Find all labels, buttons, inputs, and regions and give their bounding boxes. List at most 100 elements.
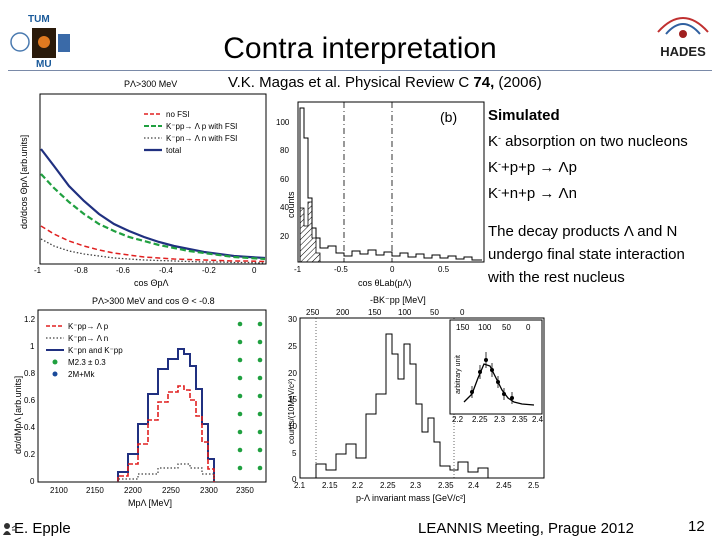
plot-tm-frame [297, 101, 485, 263]
plot-tm-xtick: -0.5 [334, 265, 348, 274]
plot-br-inset-xtick: 2.2 [452, 415, 464, 424]
plot-bl-xtick: 2300 [200, 486, 218, 495]
plot-tm-xlabel: cos θLab(pΛ) [358, 278, 412, 288]
mu-logo-text: MU [36, 59, 52, 68]
plot-br-top-tick: 200 [336, 308, 350, 317]
plot-br-inset-xtick: 2.3 [494, 415, 506, 424]
legend-total: total [166, 146, 181, 155]
plot-tl-xtick: -0.4 [159, 266, 173, 275]
plot-br-inset-top-tick: 150 [456, 323, 470, 332]
plot-bl-ytick: 0 [30, 477, 35, 486]
plot-bl-lambda-p-histogram [117, 385, 215, 482]
plot-br-xtick: 2.5 [528, 481, 540, 490]
reaction-lambda-n: K-+n+p → Λn [488, 185, 577, 202]
plot-br-ytick: 25 [288, 342, 297, 351]
speaker-icon [3, 523, 16, 535]
legend-lambda-n: K⁻pn→ Λ n with FSI [166, 134, 237, 143]
plot-br-inset-top-tick: 100 [478, 323, 492, 332]
plot-tl-xlabel: cos ΘpΛ [134, 278, 169, 288]
plot-br-ytick: 10 [288, 422, 297, 431]
plot-tm-xtick: -1 [294, 265, 302, 274]
plot-br-xtick: 2.3 [410, 481, 422, 490]
reference-volume: 74, [473, 74, 495, 91]
plot-br-inset-top-tick: 50 [502, 323, 511, 332]
description-paragraph-line: undergo final state interaction [488, 246, 685, 263]
description-paragraph-line: with the rest nucleus [488, 269, 625, 286]
plot-bl-lambda-n-histogram [117, 463, 215, 482]
plot-tm-histogram [299, 107, 482, 262]
description-panel: Simulated K- absorption on two nucleons … [488, 104, 688, 289]
tum-logo-text: TUM [28, 14, 50, 25]
plot-tm-xtick: 0.5 [438, 265, 450, 274]
legend-mass-band: M2.3 ± 0.3 [68, 358, 106, 367]
plot-br-ytick: 0 [292, 475, 297, 484]
hades-arc-inner [665, 23, 701, 35]
plot-tl-xtick: -0.8 [74, 266, 88, 275]
plot-tl-total-curve [40, 148, 266, 260]
plot-bl-ytick: 1 [30, 342, 35, 351]
plot-bl-frame [37, 309, 267, 483]
plot-bl-ytick: 0.6 [24, 396, 36, 405]
plot-tm-ylabel: counts [286, 191, 296, 218]
reference-citation: V.K. Magas et al. Physical Review C 74, … [228, 74, 542, 91]
plot-tl-xtick: -0.2 [202, 266, 216, 275]
plot-br-xtick: 2.45 [496, 481, 512, 490]
plot-br-inset-top-tick: 0 [526, 323, 531, 332]
hades-core-icon [679, 30, 687, 38]
plot-tm-panel-label: (b) [440, 109, 457, 125]
plot-bl-xtick: 2150 [86, 486, 104, 495]
plot-mass-spectrum: PΛ>300 MeV and cos Θ < -0.8 dσ/dMpΛ [arb… [13, 296, 267, 508]
plot-br-inset-xtick: 2.25 [472, 415, 488, 424]
plot-br-top-tick: 250 [306, 308, 320, 317]
plot-tm-hatched-area [299, 201, 321, 263]
description-heading: Simulated [488, 107, 560, 124]
plot-br-xtick: 2.15 [322, 481, 338, 490]
reference-authors: V.K. Magas et al. Physical Review C [228, 74, 470, 91]
plot-bl-ytick: 0.8 [24, 369, 36, 378]
legend-lambda-p: K⁻pp→ Λ p [68, 322, 109, 331]
plot-bl-title: PΛ>300 MeV and cos Θ < -0.8 [92, 296, 215, 306]
plot-tl-lambda-p-curve [40, 173, 266, 261]
plot-br-xtick: 2.2 [352, 481, 364, 490]
hades-logo-text: HADES [660, 44, 706, 59]
plot-bl-xtick: 2100 [50, 486, 68, 495]
plot-invariant-mass: -BK⁻pp [MeV] 250 200 150 100 50 0 counts… [287, 295, 545, 503]
legend-lambda-p: K⁻pp→ Λ p with FSI [166, 122, 237, 131]
plot-br-xtick: 2.25 [380, 481, 396, 490]
legend-marker-green [52, 359, 58, 365]
plot-counts-histogram: counts (b) 100 80 60 40 20 -1 -0.5 0 0.5… [276, 101, 485, 288]
plot-tl-xtick: 0 [252, 266, 257, 275]
plot-br-ytick: 15 [288, 395, 297, 404]
plot-bl-green-dots [237, 321, 263, 471]
plot-bl-xtick: 2350 [236, 486, 254, 495]
plot-br-ytick: 20 [288, 369, 297, 378]
tum-shield-icon [58, 34, 70, 52]
footer-conference: LEANNIS Meeting, Prague 2012 [418, 520, 634, 537]
plot-br-ytick: 30 [288, 315, 297, 324]
lab-photo-glow [38, 36, 50, 48]
description-line: K- absorption on two nucleons [488, 133, 688, 150]
plot-br-xlabel: p-Λ invariant mass [GeV/c²] [356, 493, 466, 503]
plot-bl-ytick: 0.4 [24, 423, 36, 432]
legend-marker-blue [52, 371, 58, 377]
legend-threshold: 2M+Mk [68, 370, 95, 379]
plot-bl-ytick: 0.2 [24, 450, 36, 459]
plot-br-frame [299, 317, 545, 479]
hades-arc-icon [657, 17, 709, 33]
plot-br-xtick: 2.35 [438, 481, 454, 490]
plot-br-top-tick: 50 [430, 308, 439, 317]
slide-title: Contra interpretation [223, 32, 497, 65]
plot-tm-ytick: 60 [280, 175, 289, 184]
plot-br-histogram [315, 333, 489, 478]
plot-tm-ytick: 80 [280, 146, 289, 155]
plot-bl-xtick: 2200 [124, 486, 142, 495]
spacer [488, 205, 688, 220]
plot-br-top-axis-label: -BK⁻pp [MeV] [370, 295, 426, 305]
reference-year: (2006) [498, 74, 542, 91]
legend-lambda-n: K⁻pn→ Λ n [68, 334, 108, 343]
plot-tm-xtick: 0 [390, 265, 395, 274]
plot-br-inset-xtick: 2.4 [532, 415, 544, 424]
plot-tm-ytick: 20 [280, 232, 289, 241]
plot-tl-ylabel: dσ/dcos ΘpΛ [arb.units] [19, 135, 29, 229]
plot-br-top-tick: 100 [398, 308, 412, 317]
